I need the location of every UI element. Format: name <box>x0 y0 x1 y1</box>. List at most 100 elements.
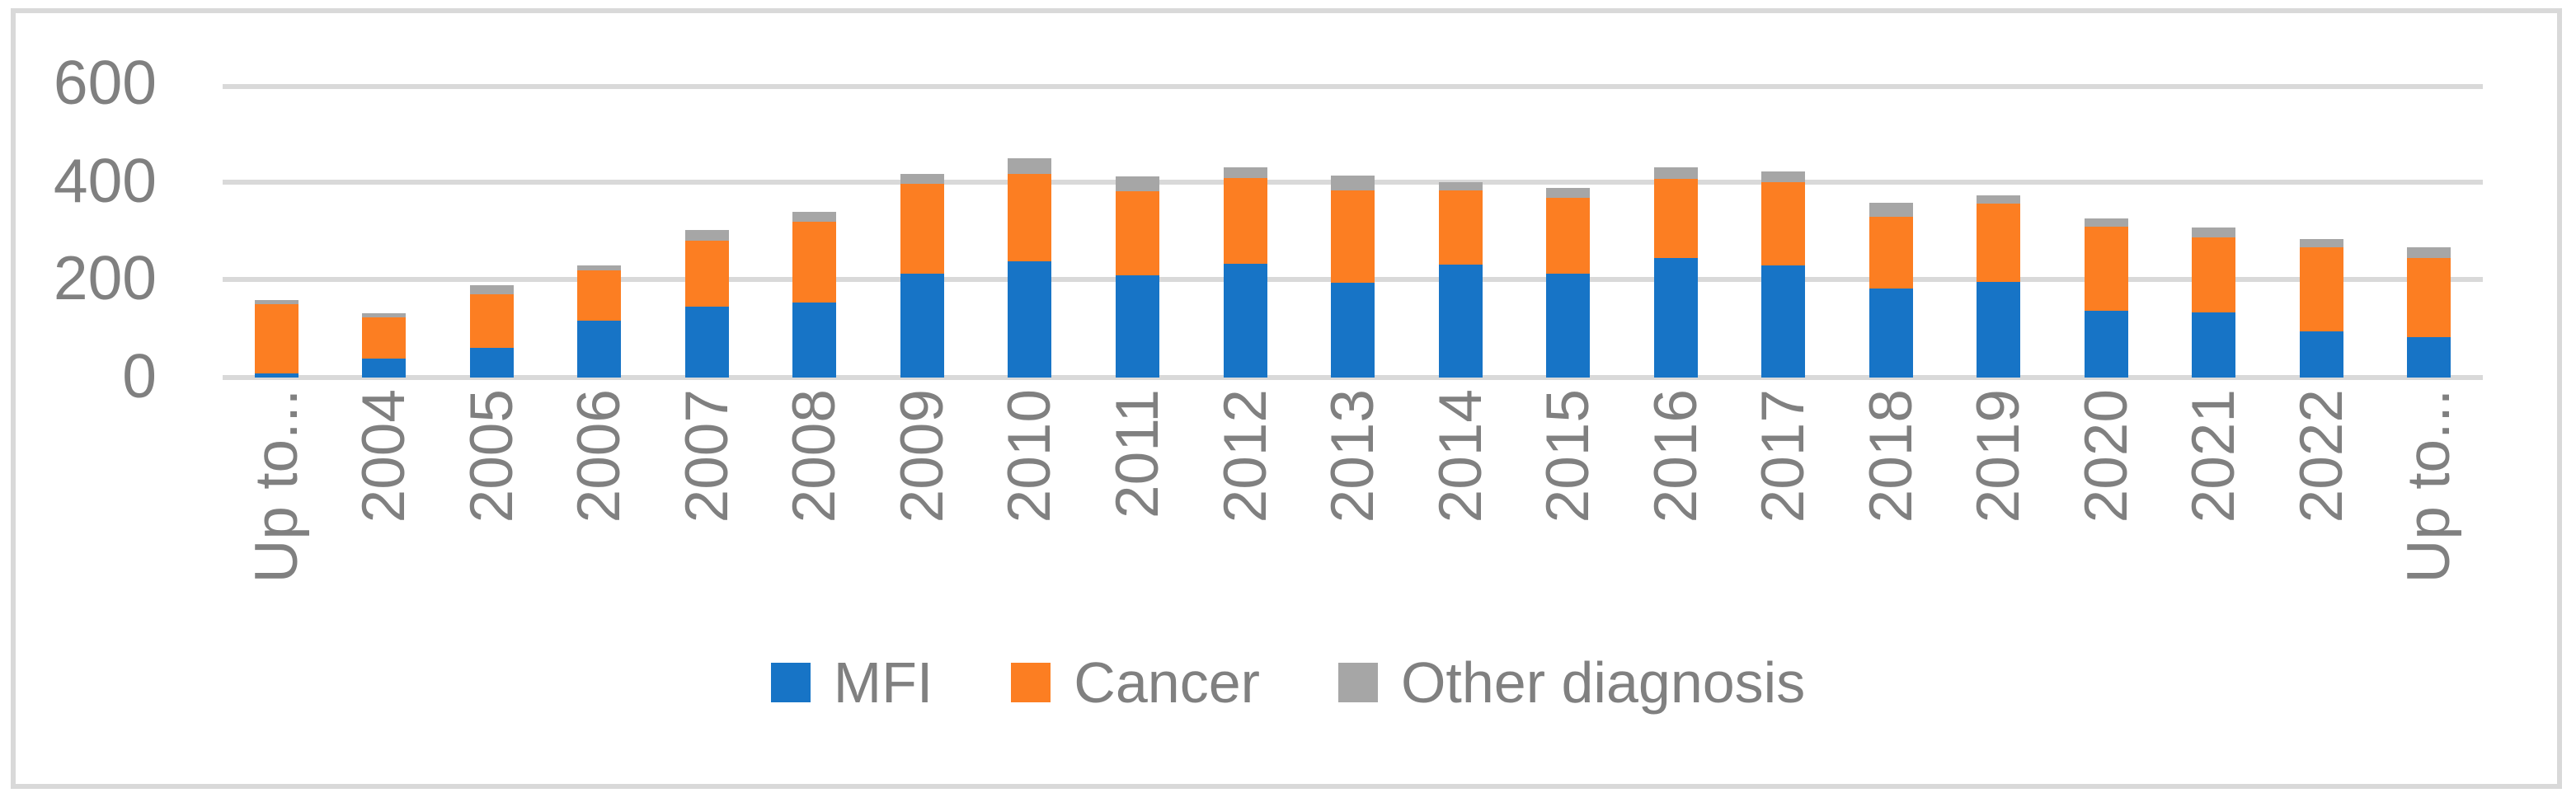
legend-label-other-diagnosis: Other diagnosis <box>1400 650 1806 715</box>
bar-segment <box>684 240 729 307</box>
x-slot: 2013 <box>1299 389 1407 645</box>
chart-border-frame <box>11 8 2562 789</box>
y-tick-label: 400 <box>53 145 157 215</box>
stacked-bar <box>1869 203 1913 378</box>
x-tick-label: 2007 <box>673 389 740 523</box>
bar-segment <box>2407 247 2451 258</box>
x-slot: 2012 <box>1192 389 1300 645</box>
bar-segment <box>362 317 407 359</box>
bar-segment <box>1653 179 1698 258</box>
bar-slot <box>2052 84 2160 378</box>
x-slot: 2008 <box>761 389 869 645</box>
bar-segment <box>900 174 944 185</box>
x-slot: 2022 <box>2268 389 2376 645</box>
x-tick-label: Up to... <box>242 389 310 584</box>
bar-slot <box>1729 84 1837 378</box>
legend-item-other-diagnosis: Other diagnosis <box>1337 650 1806 715</box>
bar-segment <box>1438 190 1483 265</box>
bar-slot <box>1622 84 1730 378</box>
bar-segment <box>362 358 407 378</box>
y-tick-label: 600 <box>53 48 157 117</box>
bar-segment <box>2084 227 2128 311</box>
bar-slot <box>2376 84 2484 378</box>
bar-segment <box>1977 281 2021 378</box>
x-slot: 2011 <box>1084 389 1192 645</box>
bar-segment <box>362 313 407 318</box>
stacked-bar <box>1761 171 1806 378</box>
bar-segment <box>1223 177 1267 264</box>
stacked-bar <box>2299 238 2343 378</box>
bar-segment <box>1116 275 1160 378</box>
x-slot: 2019 <box>1945 389 2053 645</box>
x-slot: 2017 <box>1729 389 1837 645</box>
x-slot: 2007 <box>653 389 761 645</box>
bar-segment <box>684 229 729 241</box>
x-tick-label: 2021 <box>2180 389 2248 523</box>
bar-slot <box>868 84 976 378</box>
bar-segment <box>2192 312 2236 378</box>
bar-segment <box>1438 264 1483 378</box>
cancer-swatch-icon <box>1011 663 1051 702</box>
bar-segment <box>1116 190 1160 275</box>
stacked-bar <box>900 174 944 378</box>
x-tick-label: 2011 <box>1104 389 1172 518</box>
bar-segment <box>2192 227 2236 238</box>
bar-segment <box>1008 157 1052 175</box>
bar-segment <box>2192 237 2236 313</box>
other-diagnosis-swatch-icon <box>1337 663 1378 702</box>
legend-item-mfi: MFI <box>770 654 933 711</box>
bar-segment <box>1761 181 1806 266</box>
stacked-bar <box>1546 187 1591 378</box>
bar-segment <box>2299 238 2343 248</box>
stacked-bar <box>2084 218 2128 378</box>
bar-segment <box>1546 273 1591 378</box>
x-tick-label: 2018 <box>1857 389 1925 523</box>
bar-segment <box>1546 187 1591 199</box>
bar-segment <box>1008 174 1052 261</box>
bar-segment <box>1223 263 1267 378</box>
x-tick-label: 2019 <box>1965 389 2033 523</box>
x-tick-label: 2009 <box>888 389 956 523</box>
bar-slot <box>1084 84 1192 378</box>
y-tick-label: 200 <box>53 243 157 313</box>
stacked-bar <box>254 299 298 378</box>
x-tick-label: 2006 <box>566 389 633 523</box>
x-axis-labels: Up to... 2004 2005 2006 2007 2008 2009 2010 2011… <box>223 389 2483 645</box>
x-tick-label: 2008 <box>781 389 848 523</box>
x-tick-label: 2010 <box>996 389 1064 523</box>
x-slot: 2018 <box>1837 389 1945 645</box>
x-slot: Up to... <box>223 389 331 645</box>
x-slot: 2015 <box>1514 389 1622 645</box>
x-tick-label: 2015 <box>1535 389 1602 523</box>
bar-segment <box>2407 257 2451 337</box>
bar-segment <box>1977 204 2021 282</box>
bar-segment <box>577 265 622 271</box>
bar-slot <box>1945 84 2053 378</box>
bar-segment <box>1653 257 1698 378</box>
x-slot: Up to... <box>2376 389 2484 645</box>
stacked-bar <box>1977 195 2021 378</box>
legend-label-cancer: Cancer <box>1074 650 1260 715</box>
bar-segment <box>1653 167 1698 180</box>
x-slot: 2014 <box>1407 389 1515 645</box>
bar-slot <box>1192 84 1300 378</box>
stacked-bar <box>1653 167 1698 378</box>
stacked-bar <box>469 284 514 378</box>
stacked-bar <box>577 265 622 378</box>
bar-slot <box>331 84 439 378</box>
x-slot: 2020 <box>2052 389 2160 645</box>
bar-segment <box>1869 203 1913 217</box>
bar-segment <box>1761 171 1806 182</box>
bar-segment <box>1331 282 1375 378</box>
y-tick-label: 0 <box>122 341 157 411</box>
bar-segment <box>1331 175 1375 190</box>
bar-slot <box>761 84 869 378</box>
bar-slot <box>546 84 654 378</box>
bar-segment <box>254 304 298 374</box>
legend-item-cancer: Cancer <box>1011 654 1260 711</box>
x-slot: 2006 <box>546 389 654 645</box>
x-tick-label: 2016 <box>1642 389 1709 523</box>
x-tick-label: 2013 <box>1319 389 1387 523</box>
bar-segment <box>2084 310 2128 378</box>
